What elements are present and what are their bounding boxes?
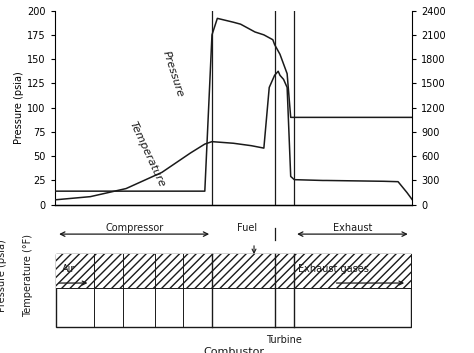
Text: Pressure: Pressure — [160, 49, 185, 98]
Bar — [56, 255, 410, 327]
Text: Exhaust: Exhaust — [333, 223, 372, 233]
Text: Air: Air — [62, 264, 75, 274]
Text: Exhaust gases: Exhaust gases — [298, 264, 369, 274]
Text: Pressure (psia): Pressure (psia) — [0, 239, 8, 312]
Text: Temperature (°F): Temperature (°F) — [23, 234, 34, 317]
Text: Turbine: Turbine — [266, 335, 302, 345]
Text: Fuel: Fuel — [237, 223, 257, 233]
Bar — [56, 255, 410, 288]
Y-axis label: Pressure (psia): Pressure (psia) — [14, 71, 24, 144]
Text: Temperature: Temperature — [128, 120, 167, 189]
Text: Combustor: Combustor — [203, 347, 264, 353]
Text: Compressor: Compressor — [105, 223, 163, 233]
